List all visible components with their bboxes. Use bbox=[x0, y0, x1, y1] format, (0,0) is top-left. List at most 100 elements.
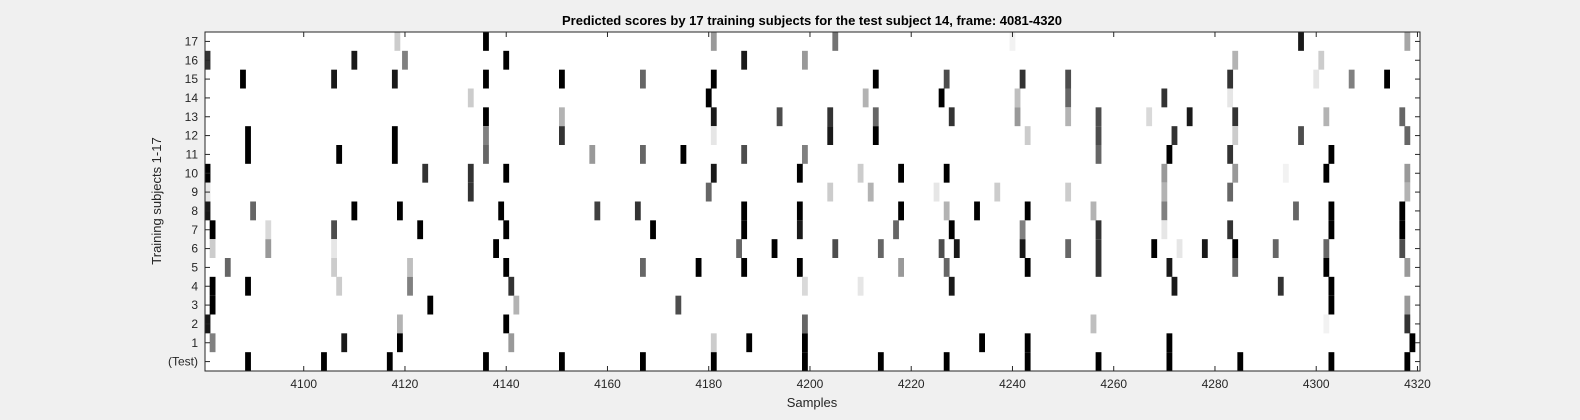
heat-mark bbox=[1171, 126, 1178, 145]
heat-mark bbox=[1024, 333, 1031, 353]
heat-mark bbox=[508, 333, 515, 353]
heat-mark bbox=[1399, 201, 1406, 221]
heat-mark bbox=[331, 220, 337, 240]
heat-mark bbox=[948, 107, 955, 127]
heat-mark bbox=[245, 276, 251, 296]
heat-mark bbox=[1328, 276, 1335, 296]
heat-mark bbox=[1232, 258, 1239, 277]
heat-mark bbox=[857, 163, 864, 183]
heat-mark bbox=[640, 145, 646, 164]
y-tick-label: 14 bbox=[185, 91, 199, 105]
heat-mark bbox=[503, 220, 510, 240]
heat-mark bbox=[351, 201, 358, 221]
axes-frame bbox=[204, 31, 1421, 372]
heat-mark bbox=[1272, 239, 1279, 258]
chart-title: Predicted scores by 17 training subjects… bbox=[562, 13, 1062, 28]
heat-mark bbox=[331, 258, 337, 277]
heat-mark bbox=[1404, 126, 1411, 145]
heat-mark bbox=[802, 314, 808, 334]
heat-mark bbox=[796, 220, 803, 240]
heat-mark bbox=[1328, 295, 1335, 315]
heat-mark bbox=[1399, 220, 1406, 240]
y-tick-label: 8 bbox=[191, 204, 198, 218]
heat-mark bbox=[827, 182, 834, 202]
heat-mark bbox=[710, 32, 717, 51]
heat-mark bbox=[559, 69, 565, 89]
heat-mark bbox=[1024, 126, 1031, 145]
heat-mark bbox=[1232, 50, 1239, 70]
heat-mark bbox=[705, 182, 712, 202]
heat-mark bbox=[1404, 295, 1411, 315]
heat-mark bbox=[1404, 32, 1411, 51]
heat-mark bbox=[559, 107, 565, 127]
heat-mark bbox=[877, 352, 884, 371]
heat-mark bbox=[1166, 258, 1173, 277]
x-tick-label: 4180 bbox=[695, 377, 722, 391]
heat-mark bbox=[503, 163, 510, 183]
heat-mark bbox=[351, 50, 358, 70]
heat-mark bbox=[336, 276, 343, 296]
heat-mark bbox=[1095, 145, 1102, 164]
heat-mark bbox=[872, 69, 879, 89]
x-tick-label: 4160 bbox=[594, 377, 621, 391]
heat-mark bbox=[943, 69, 950, 89]
heat-mark bbox=[650, 220, 656, 240]
heat-mark bbox=[1323, 314, 1330, 334]
heat-mark bbox=[1024, 201, 1031, 221]
heat-mark bbox=[640, 258, 646, 277]
heat-mark bbox=[559, 352, 565, 371]
y-axis-label: Training subjects 1-17 bbox=[149, 137, 164, 264]
heat-mark bbox=[503, 314, 510, 334]
heat-mark bbox=[710, 107, 717, 127]
heat-mark bbox=[1095, 352, 1102, 371]
heat-mark bbox=[705, 88, 712, 108]
heat-mark bbox=[397, 201, 403, 221]
heat-mark bbox=[1161, 201, 1168, 221]
heat-mark bbox=[224, 258, 231, 277]
heat-mark bbox=[513, 295, 520, 315]
heat-mark bbox=[1232, 126, 1239, 145]
heat-mark bbox=[422, 163, 429, 183]
heat-mark bbox=[321, 352, 327, 371]
heat-mark bbox=[802, 50, 808, 70]
heat-mark bbox=[1161, 182, 1168, 202]
heat-mark bbox=[427, 295, 434, 315]
heat-mark bbox=[209, 295, 216, 315]
heat-mark bbox=[675, 295, 682, 315]
heat-mark bbox=[948, 220, 955, 240]
heat-mark bbox=[948, 276, 955, 296]
heat-mark bbox=[1227, 182, 1234, 202]
y-tick-label: 17 bbox=[185, 34, 199, 48]
heat-mark bbox=[240, 69, 246, 89]
heat-mark bbox=[1298, 32, 1304, 51]
heat-mark bbox=[710, 333, 717, 353]
heat-mark bbox=[1293, 201, 1299, 221]
heat-mark bbox=[746, 333, 753, 353]
heat-mark bbox=[979, 333, 985, 353]
heat-mark bbox=[467, 182, 474, 202]
heat-mark bbox=[1024, 352, 1031, 371]
heat-mark bbox=[1323, 107, 1330, 127]
heat-mark bbox=[331, 69, 337, 89]
heat-mark bbox=[640, 69, 646, 89]
heat-mark bbox=[1237, 352, 1244, 371]
heat-mark bbox=[802, 333, 808, 353]
heat-mark bbox=[336, 145, 343, 164]
y-tick-label: 10 bbox=[185, 166, 199, 180]
y-tick-label: 12 bbox=[185, 129, 199, 143]
y-tick-label: 11 bbox=[186, 147, 199, 161]
heat-mark bbox=[832, 32, 839, 51]
heat-mark bbox=[776, 107, 783, 127]
heat-mark bbox=[467, 163, 474, 183]
heat-mark bbox=[796, 258, 803, 277]
heat-mark bbox=[483, 352, 489, 371]
x-tick-label: 4240 bbox=[999, 377, 1026, 391]
heat-mark bbox=[867, 182, 874, 202]
heat-mark bbox=[1065, 69, 1072, 89]
heat-mark bbox=[938, 239, 945, 258]
x-axis-ticks: 4100 4120 4140 4160 4180 4200 4220 4240 4260 4280… bbox=[290, 32, 1431, 391]
heat-mark bbox=[1161, 88, 1168, 108]
x-tick-label: 4320 bbox=[1404, 377, 1431, 391]
